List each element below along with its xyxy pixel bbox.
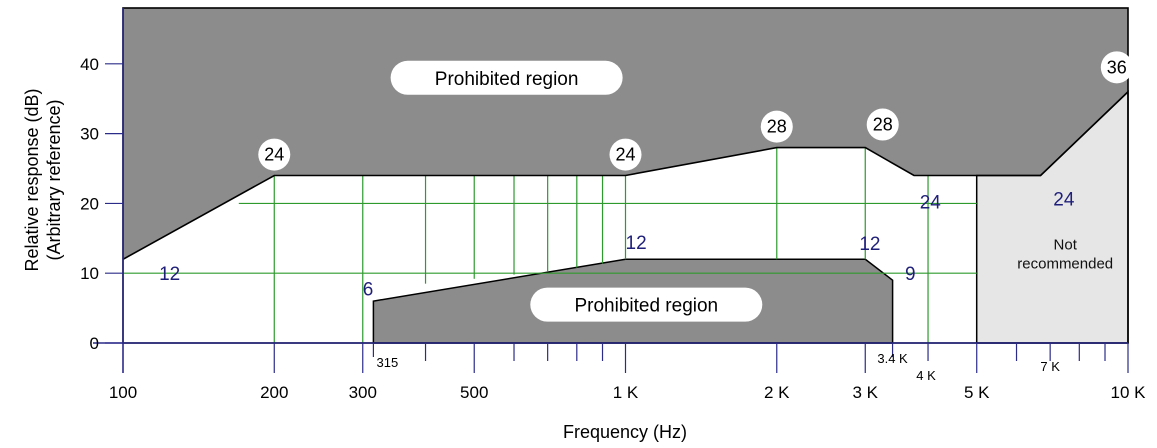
upper-prohibited-region: [123, 8, 1128, 260]
value-circle: [609, 138, 642, 171]
x-tick-label: 200: [260, 383, 288, 402]
grid-layer: [123, 147, 977, 343]
x-tick-label: 500: [460, 383, 488, 402]
y-tick-label: 20: [80, 194, 99, 213]
region-label-pill: [390, 60, 623, 95]
y-axis-title-line1: Relative response (dB): [22, 88, 42, 271]
not-recommended-label: Not: [1054, 236, 1078, 253]
x-small-tick-label: 3.4 K: [877, 351, 908, 366]
x-axis-title: Frequency (Hz): [563, 422, 687, 442]
x-tick-label: 10 K: [1111, 383, 1147, 402]
value-circle: [1100, 51, 1133, 84]
x-tick-label: 2 K: [764, 383, 790, 402]
x-small-tick-label: 4 K: [916, 368, 936, 383]
axes-layer: 0 10 20 30 40 100 200 300 500 1 K 2 K 3 K 5 K 10 K 315…: [80, 8, 1146, 402]
y-tick-label: 30: [80, 125, 99, 144]
region-label-pill: [530, 287, 763, 322]
not-recommended-label: recommended: [1017, 255, 1113, 272]
value-circle: [866, 108, 899, 141]
x-tick-label: 1 K: [613, 383, 639, 402]
value-circle-label: 36: [1107, 57, 1127, 77]
y-axis-title-line2: (Arbitrary reference): [44, 99, 64, 260]
value-label: 24: [1053, 190, 1075, 211]
value-circle-label: 28: [767, 117, 787, 137]
value-label: 12: [159, 264, 180, 285]
region-label: Prohibited region: [435, 69, 579, 90]
value-circle-label: 28: [873, 115, 893, 135]
value-circle-label: 24: [264, 145, 284, 165]
y-tick-label: 10: [80, 264, 99, 283]
value-circle-label: 24: [615, 145, 635, 165]
x-tick-label: 300: [349, 383, 377, 402]
y-tick-label: 40: [80, 55, 99, 74]
x-tick-label: 5 K: [964, 383, 990, 402]
x-small-tick-label: 7 K: [1040, 359, 1060, 374]
x-tick-label: 3 K: [852, 383, 878, 402]
value-label: 6: [363, 280, 374, 301]
value-label: 9: [905, 264, 916, 285]
value-circle: [760, 110, 793, 143]
x-small-tick-label: 315: [377, 355, 399, 370]
y-tick-label: 0: [90, 334, 99, 353]
labels-layer: Prohibited region Prohibited region 24 24 28…: [159, 51, 1133, 322]
upper-boundary-line: [122, 91, 1129, 260]
value-label: 12: [859, 234, 880, 255]
x-tick-label: 100: [109, 383, 137, 402]
regions-layer: [123, 8, 1129, 344]
region-label: Prohibited region: [574, 296, 718, 317]
value-label: 12: [626, 233, 647, 254]
value-circle: [258, 138, 291, 171]
value-label: 24: [920, 192, 942, 213]
